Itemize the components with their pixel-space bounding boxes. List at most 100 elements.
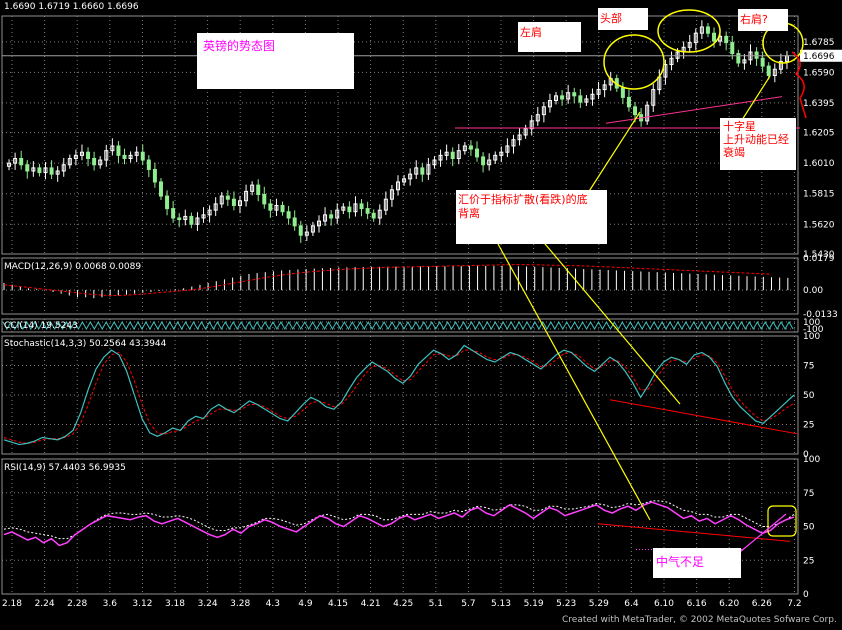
candle-body	[444, 151, 449, 156]
candle-body	[499, 151, 504, 156]
rsi-y-tick: 25	[803, 556, 814, 566]
x-tick-label: 3.24	[198, 599, 218, 609]
candle-body	[572, 92, 577, 97]
candle-body	[554, 95, 559, 102]
candle-body	[389, 189, 394, 200]
price-y-tick: 1.6785	[803, 38, 835, 48]
doji-note: 十字星 上升动能已经 衰竭	[723, 120, 789, 159]
cci-label: CCI(14) 19.5243	[4, 321, 78, 331]
candle-body	[578, 95, 583, 103]
cci-y-tick: 100	[803, 318, 820, 328]
divergence-arrow-stoch	[539, 237, 681, 405]
candle-body	[493, 154, 498, 161]
candle-body	[560, 95, 565, 100]
stoch-y-tick: 75	[803, 362, 814, 372]
candle-body	[195, 217, 200, 225]
candle-body	[19, 157, 24, 166]
candle-body	[268, 203, 273, 211]
candle-body	[766, 65, 771, 76]
candle-body	[219, 195, 224, 205]
candle-body	[456, 150, 461, 159]
candle-body	[396, 181, 400, 191]
x-tick-label: 3.28	[230, 599, 250, 609]
candle-body	[286, 211, 291, 219]
candle-body	[523, 128, 528, 136]
candle-body	[158, 181, 163, 197]
candle-body	[67, 157, 72, 166]
x-tick-label: 5.13	[491, 599, 511, 609]
stoch-main-line	[3, 344, 795, 446]
candle-body	[675, 51, 680, 59]
x-tick-label: 4.21	[361, 599, 381, 609]
candle-body	[408, 173, 413, 180]
candle-body	[511, 139, 516, 147]
head-box: 头部	[598, 8, 648, 30]
macd-y-tick: 0.0179	[803, 254, 835, 264]
macd-y-tick: -0.0133	[803, 310, 838, 320]
doji-arrow	[741, 75, 771, 121]
candle-body	[92, 157, 97, 166]
doji-note-box: 十字星 上升动能已经 衰竭	[720, 118, 796, 170]
panel-frame-stoch	[1, 335, 799, 455]
rsi-signal-line	[3, 500, 795, 540]
platform-credit: Created with MetaTrader, © 2002 MetaQuot…	[562, 615, 837, 625]
cci-panel	[2, 320, 794, 331]
candle-body	[377, 209, 382, 219]
candle-body	[86, 151, 91, 159]
x-tick-label: 4.9	[298, 599, 313, 609]
candle-body	[55, 170, 60, 175]
candle-body	[329, 214, 334, 219]
candle-body	[37, 167, 42, 174]
stoch-divergence-line	[609, 399, 799, 435]
candle-body	[590, 93, 595, 100]
candle-body	[754, 51, 759, 59]
candle-body	[505, 145, 510, 153]
price-y-tick: 1.6010	[803, 159, 835, 169]
candle-body	[475, 148, 480, 158]
candle-body	[61, 164, 66, 172]
x-tick-label: 3.6	[103, 599, 118, 609]
candle-body	[402, 178, 407, 183]
candle-body	[420, 167, 425, 175]
candle-body	[438, 154, 443, 161]
candle-body	[584, 98, 589, 103]
candle-body	[450, 151, 455, 159]
grid-lines	[2, 16, 798, 595]
candle-body	[414, 167, 419, 175]
right-shoulder-box: 右肩?	[738, 9, 788, 31]
rsi-label: RSI(14,9) 57.4403 56.9935	[4, 463, 126, 473]
candle-body	[171, 208, 176, 219]
candle-body	[152, 168, 157, 183]
candle-body	[341, 206, 346, 211]
candle-body	[778, 60, 783, 70]
left-shoulder-ellipse	[603, 34, 665, 90]
candle-body	[487, 159, 492, 166]
candle-body	[183, 215, 188, 221]
candle-body	[98, 159, 103, 166]
candle-body	[335, 209, 340, 219]
divergence-note: 汇价于指标扩散(看跌)的底 背离	[458, 193, 588, 220]
x-tick-label: 5.1	[429, 599, 443, 609]
rsi-note-arrow	[739, 513, 787, 553]
candle-body	[760, 57, 765, 67]
divergence-arrow-up	[585, 111, 641, 197]
candle-body	[237, 200, 242, 206]
candle-body	[353, 203, 358, 213]
head-label: 头部	[600, 12, 622, 25]
candle-body	[481, 156, 486, 166]
rsi-note: 中气不足	[656, 555, 705, 569]
candle-body	[13, 157, 18, 164]
candle-body	[310, 225, 315, 233]
candle-body	[468, 145, 473, 150]
x-tick-label: 2.28	[67, 599, 87, 609]
x-tick-label: 4.25	[393, 599, 413, 609]
candle-body	[730, 42, 735, 55]
candle-body	[566, 92, 571, 100]
candle-body	[705, 26, 710, 34]
candle-body	[134, 151, 139, 156]
chart-title: 英镑的势态图	[203, 39, 276, 53]
candle-body	[602, 84, 607, 91]
x-tick-label: 6.26	[752, 599, 772, 609]
price-y-tick: 1.5620	[803, 220, 835, 230]
